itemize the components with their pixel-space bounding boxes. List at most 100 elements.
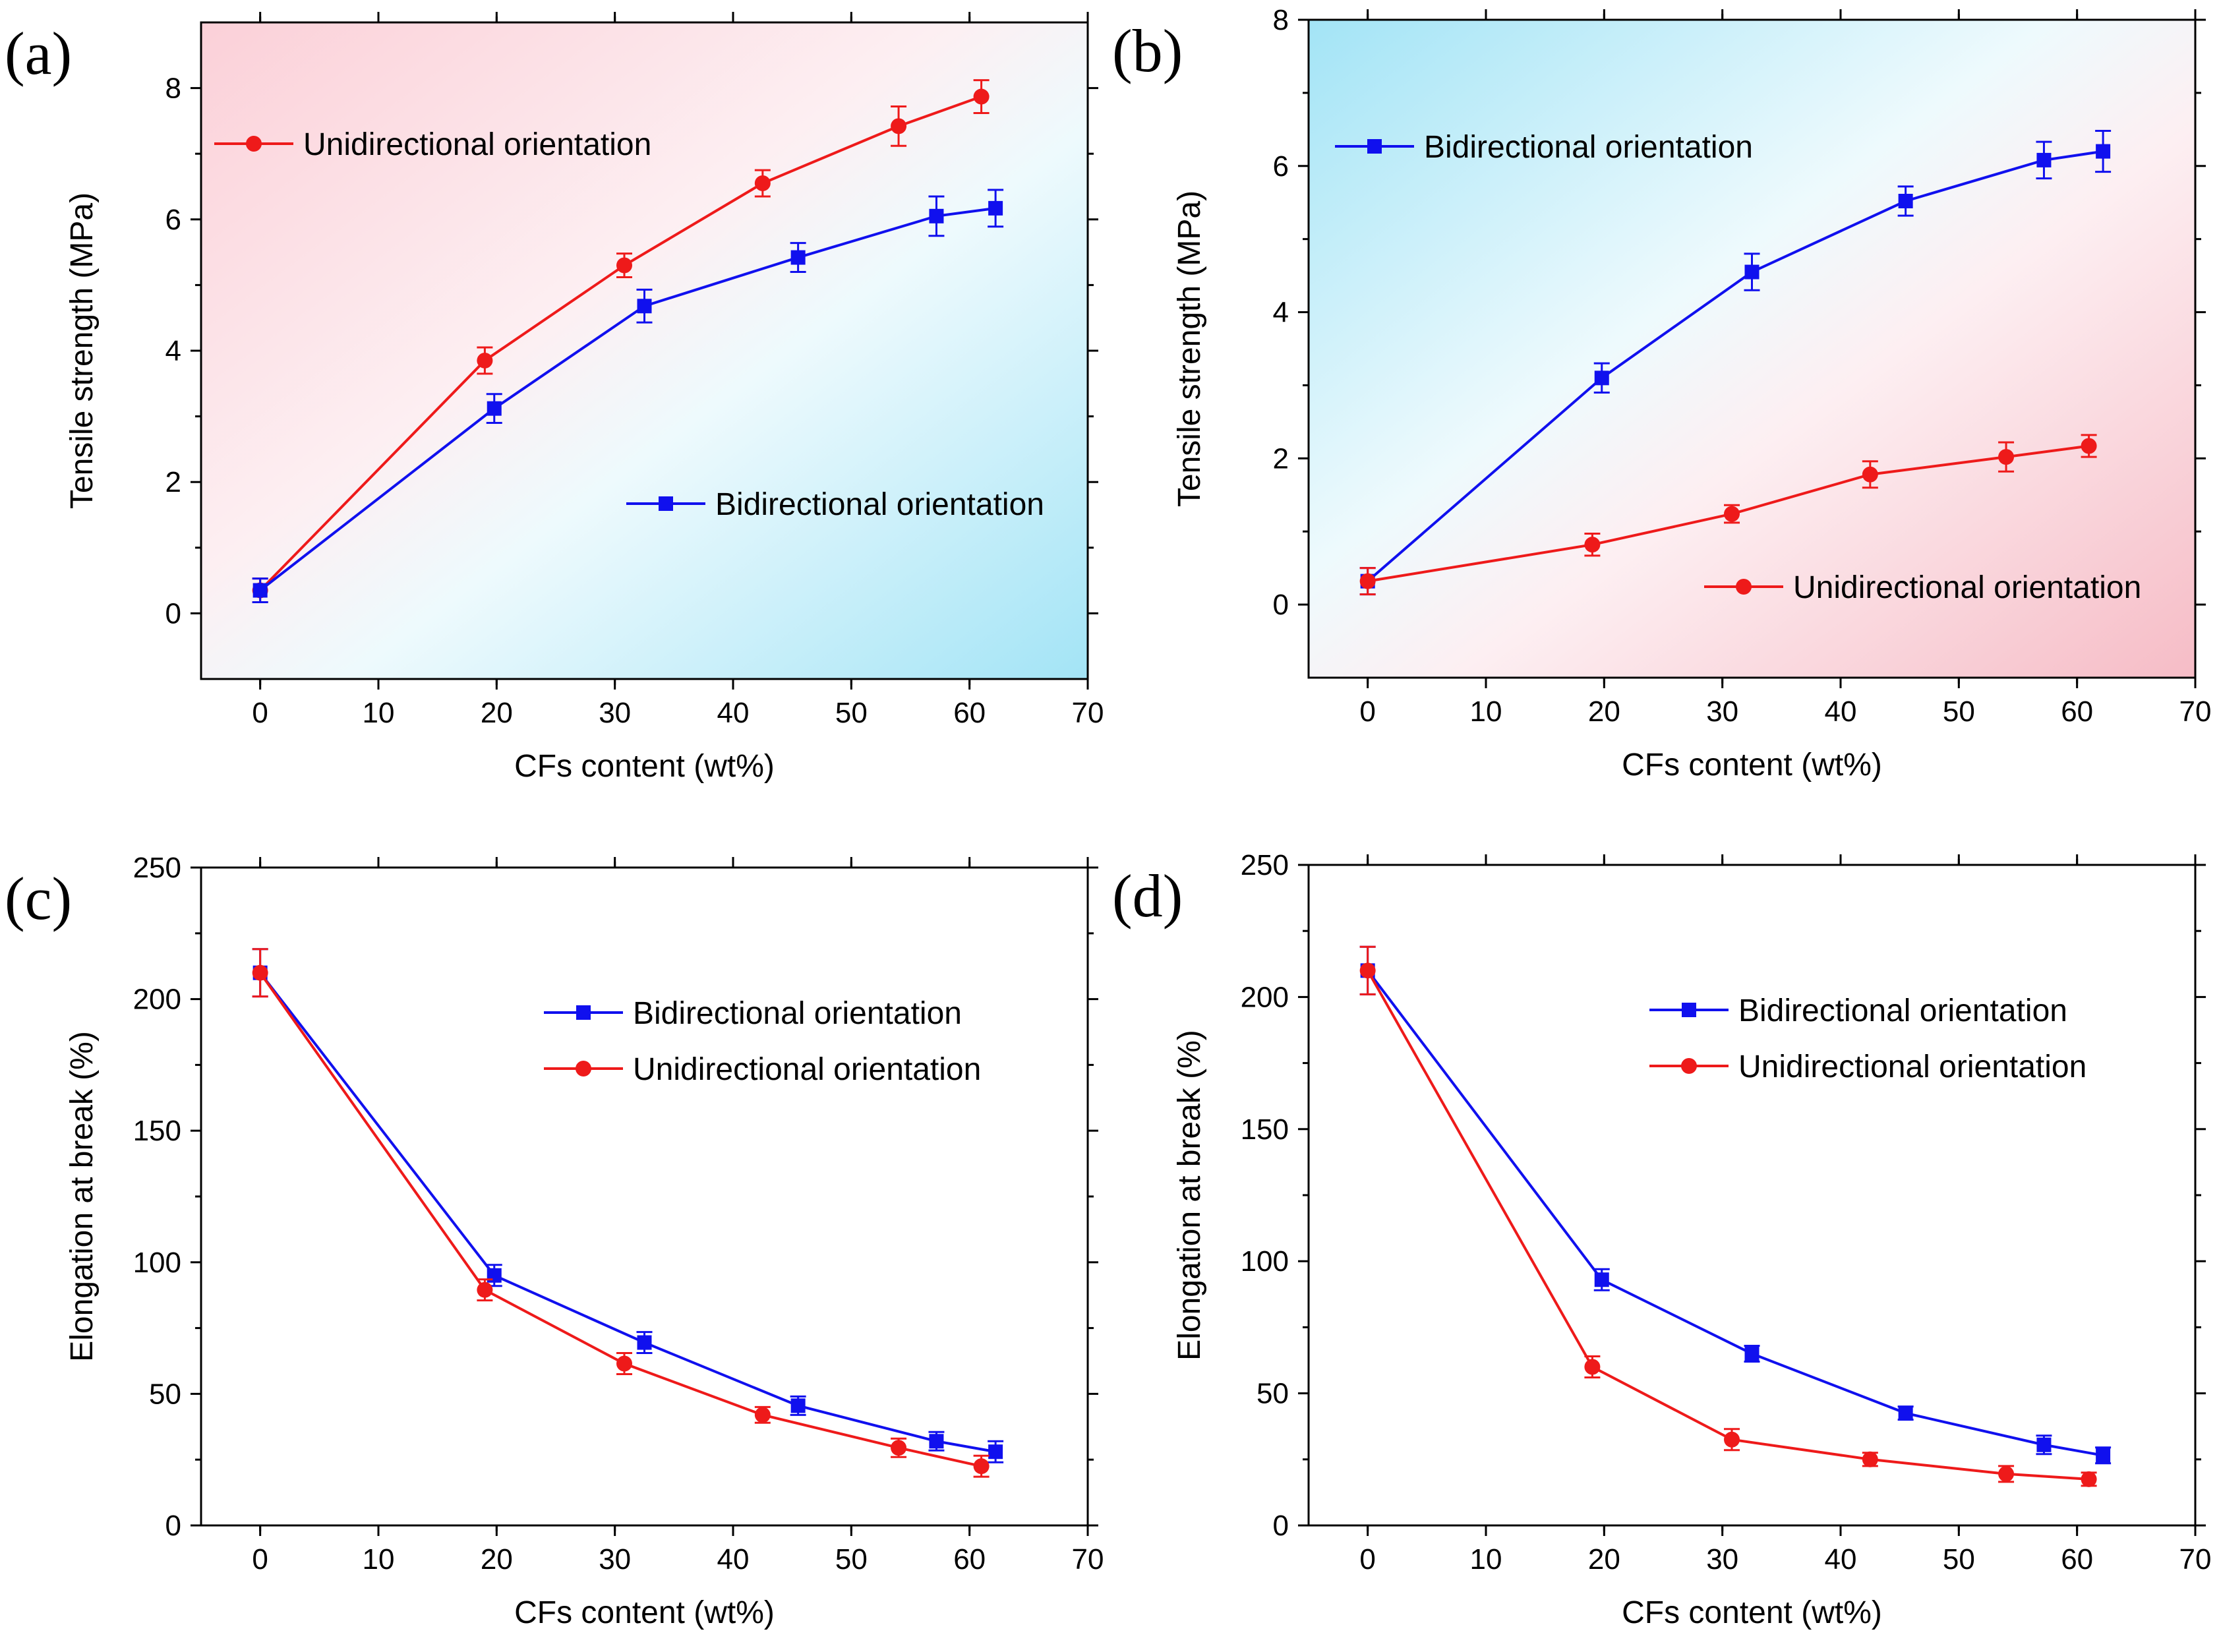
x-tick-label: 10 bbox=[1470, 1543, 1502, 1576]
y-tick-label: 6 bbox=[1273, 150, 1289, 183]
plot-background bbox=[201, 868, 1088, 1525]
y-tick-label: 150 bbox=[133, 1115, 181, 1147]
data-point bbox=[487, 401, 502, 416]
x-tick-label: 0 bbox=[1359, 695, 1375, 728]
legend-marker bbox=[659, 496, 673, 511]
y-axis: 0 2 4 6 8 bbox=[165, 73, 1098, 630]
legend-item-unidirectional: Unidirectional orientation bbox=[1649, 1049, 2086, 1084]
x-axis: 0 10 20 30 40 50 60 70 bbox=[252, 12, 1104, 729]
x-axis-title: CFs content (wt%) bbox=[1622, 748, 1882, 782]
data-point bbox=[891, 118, 907, 134]
legend-item-unidirectional: Unidirectional orientation bbox=[544, 1052, 981, 1087]
plot-frame bbox=[200, 866, 1089, 1527]
legend-item-bidirectional: Bidirectional orientation bbox=[1649, 993, 2067, 1028]
legend-label: Unidirectional orientation bbox=[303, 127, 651, 162]
x-axis-title: CFs content (wt%) bbox=[514, 1595, 775, 1630]
x-tick-label: 20 bbox=[481, 1543, 513, 1576]
data-point bbox=[1594, 1272, 1609, 1287]
data-point bbox=[252, 964, 268, 981]
data-point bbox=[616, 257, 633, 274]
series-bidirectional bbox=[1359, 945, 2112, 1465]
y-axis-title: Tensile strength (MPa) bbox=[65, 192, 100, 509]
legend-label: Unidirectional orientation bbox=[633, 1052, 981, 1087]
legend-marker bbox=[1736, 579, 1752, 595]
data-point bbox=[2096, 144, 2111, 159]
data-point bbox=[2036, 1437, 2052, 1452]
x-tick-label: 20 bbox=[1588, 1543, 1620, 1576]
data-point bbox=[2081, 438, 2097, 454]
x-tick-label: 30 bbox=[1706, 1543, 1738, 1576]
series-unidirectional bbox=[252, 948, 990, 1478]
x-tick-label: 0 bbox=[1359, 1543, 1375, 1576]
y-axis: 0 50 100 150 200 250 bbox=[1241, 849, 2206, 1542]
data-point bbox=[988, 200, 1003, 216]
data-point bbox=[973, 1458, 990, 1475]
data-point bbox=[1898, 194, 1913, 209]
y-tick-label: 4 bbox=[165, 335, 181, 367]
y-tick-label: 2 bbox=[165, 466, 181, 498]
series-line bbox=[259, 972, 982, 1468]
y-tick-label: 6 bbox=[165, 204, 181, 236]
x-tick-label: 20 bbox=[481, 697, 513, 729]
series-bidirectional bbox=[252, 189, 1004, 603]
legend-label: Unidirectional orientation bbox=[1738, 1049, 2086, 1084]
data-point bbox=[477, 352, 493, 369]
panel-label: (b) bbox=[1112, 17, 1183, 84]
x-tick-label: 30 bbox=[599, 697, 631, 729]
x-tick-label: 60 bbox=[953, 1543, 986, 1576]
legend-label: Bidirectional orientation bbox=[1738, 993, 2067, 1028]
data-point bbox=[754, 1407, 771, 1423]
x-tick-label: 70 bbox=[2179, 695, 2212, 728]
x-tick-label: 60 bbox=[2061, 1543, 2093, 1576]
data-point bbox=[1998, 449, 2015, 465]
x-tick-label: 50 bbox=[835, 1543, 868, 1576]
x-tick-label: 10 bbox=[1470, 695, 1502, 728]
legend-label: Bidirectional orientation bbox=[715, 487, 1044, 522]
legend-item-unidirectional: Unidirectional orientation bbox=[214, 127, 651, 162]
series-line bbox=[1367, 444, 2089, 583]
data-point bbox=[1744, 1346, 1760, 1361]
data-point bbox=[1862, 466, 1878, 483]
legend-item-bidirectional: Bidirectional orientation bbox=[544, 996, 962, 1031]
x-tick-label: 50 bbox=[1943, 1543, 1975, 1576]
y-tick-label: 50 bbox=[149, 1378, 181, 1410]
legend-label: Bidirectional orientation bbox=[1424, 130, 1753, 165]
x-tick-label: 70 bbox=[1072, 1543, 1104, 1576]
chart-panel-3: 0 10 20 30 40 50 60 70 0 50 100 150 200 250 CFs conten… bbox=[5, 852, 1104, 1630]
panel-label: (d) bbox=[1112, 862, 1183, 929]
data-point bbox=[891, 1440, 907, 1456]
series-line bbox=[259, 95, 982, 591]
data-point bbox=[790, 1398, 806, 1413]
data-point bbox=[790, 250, 806, 265]
x-tick-label: 20 bbox=[1588, 695, 1620, 728]
legend-item-unidirectional: Unidirectional orientation bbox=[1704, 570, 2141, 605]
y-tick-label: 150 bbox=[1241, 1113, 1289, 1146]
legend-marker bbox=[576, 1005, 591, 1020]
plot-background bbox=[1309, 865, 2195, 1525]
plot-background bbox=[201, 22, 1088, 679]
data-point bbox=[616, 1355, 633, 1372]
y-axis-title: Tensile strength (MPa) bbox=[1172, 191, 1207, 507]
legend-marker bbox=[576, 1061, 591, 1077]
y-tick-label: 100 bbox=[1241, 1245, 1289, 1278]
data-point bbox=[929, 208, 944, 223]
x-axis-title: CFs content (wt%) bbox=[1622, 1595, 1882, 1630]
x-axis-title: CFs content (wt%) bbox=[514, 749, 775, 784]
y-tick-label: 50 bbox=[1257, 1378, 1289, 1410]
y-tick-label: 100 bbox=[133, 1247, 181, 1279]
data-point bbox=[1744, 264, 1760, 280]
chart-panel-1: 0 10 20 30 40 50 60 70 0 2 4 6 8 CFs content (wt%) Ten… bbox=[5, 12, 1104, 784]
y-tick-label: 8 bbox=[1273, 4, 1289, 36]
x-tick-label: 30 bbox=[1706, 695, 1738, 728]
x-axis: 0 10 20 30 40 50 60 70 bbox=[1359, 854, 2211, 1576]
data-point bbox=[1359, 962, 1376, 979]
data-point bbox=[754, 175, 771, 192]
y-axis-title: Elongation at break (%) bbox=[65, 1031, 100, 1362]
y-tick-label: 4 bbox=[1273, 297, 1289, 329]
data-point bbox=[929, 1434, 944, 1449]
data-point bbox=[1898, 1405, 1913, 1421]
y-tick-label: 250 bbox=[1241, 849, 1289, 881]
y-tick-label: 0 bbox=[1273, 1510, 1289, 1542]
y-tick-label: 200 bbox=[133, 984, 181, 1016]
x-tick-label: 70 bbox=[2179, 1543, 2212, 1576]
